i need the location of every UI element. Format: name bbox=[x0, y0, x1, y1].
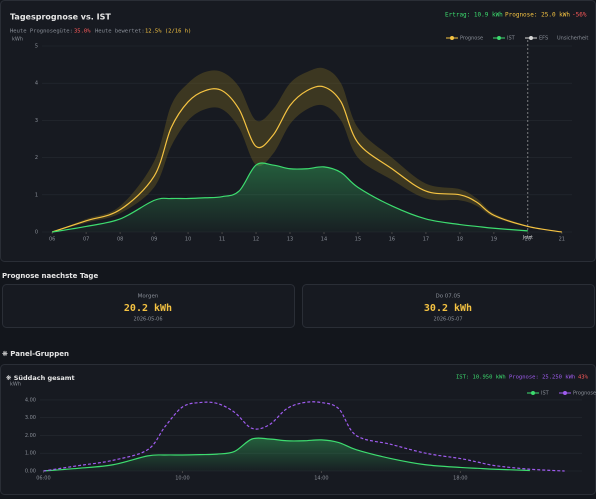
legend-label: Prognose bbox=[573, 391, 596, 397]
uncertainty-band bbox=[52, 67, 562, 232]
y-tick-label: 3.00 bbox=[25, 415, 36, 421]
series-line bbox=[52, 162, 528, 233]
legend-label: IST bbox=[507, 36, 516, 42]
x-tick-label: 11 bbox=[219, 237, 225, 243]
x-tick-label: 13 bbox=[287, 237, 293, 243]
y-tick-label: 1.00 bbox=[25, 451, 36, 457]
x-tick-label: 08 bbox=[117, 237, 123, 243]
ertrag: Ertrag: 10.9 kWh bbox=[445, 12, 503, 19]
delta: -56% bbox=[572, 12, 587, 19]
x-tick-label: 06:00 bbox=[36, 476, 50, 482]
x-tick-label: 16 bbox=[389, 237, 395, 243]
legend-dot bbox=[497, 36, 501, 40]
group-ist: IST: 10.950 kWh bbox=[456, 375, 506, 381]
y-axis-label: kWh bbox=[12, 37, 23, 43]
day-card bbox=[302, 284, 595, 328]
x-tick-label: 10:00 bbox=[175, 476, 189, 482]
legend-dot bbox=[529, 36, 533, 40]
y-tick-label: 2.00 bbox=[25, 433, 36, 439]
y-axis-label: kWh bbox=[10, 382, 21, 388]
x-tick-label: 06 bbox=[49, 237, 55, 243]
x-tick-label: 15 bbox=[355, 237, 361, 243]
y-tick-label: 1 bbox=[35, 192, 38, 198]
quality-label: Heute Prognosegüte: bbox=[10, 29, 73, 35]
y-tick-label: 4.00 bbox=[25, 397, 36, 403]
area bbox=[52, 162, 528, 232]
y-tick-label: 2 bbox=[35, 155, 38, 161]
x-tick-label: 21 bbox=[559, 237, 565, 243]
legend-dot bbox=[531, 391, 535, 395]
x-tick-label: 18 bbox=[457, 237, 463, 243]
now-label: Jetzt bbox=[522, 235, 533, 241]
rated-label: Heute bewertet: bbox=[95, 29, 145, 35]
next-days-title: Prognose naechste Tage bbox=[2, 272, 98, 280]
legend-label: IST bbox=[541, 391, 550, 397]
day-label: Do 07.05 bbox=[435, 294, 461, 300]
group-ratio: 43% bbox=[578, 375, 589, 381]
legend-dot bbox=[563, 391, 567, 395]
group-title: ❋ Süddach gesamt bbox=[6, 374, 75, 382]
rated-value: 12.5% (2/16 h) bbox=[145, 29, 191, 35]
x-tick-label: 20 bbox=[525, 237, 531, 243]
x-tick-label: 07 bbox=[83, 237, 89, 243]
quality-value: 35.0% bbox=[74, 29, 91, 35]
legend-label: EFS bbox=[539, 36, 548, 42]
x-tick-label: 17 bbox=[423, 237, 429, 243]
day-date: 2026-05-07 bbox=[433, 317, 462, 323]
y-tick-label: 3 bbox=[35, 118, 38, 124]
group-card bbox=[0, 364, 596, 495]
x-tick-label: 12 bbox=[253, 237, 259, 243]
day-date: 2026-05-06 bbox=[133, 317, 162, 323]
forecast-title: Tagesprognose vs. IST bbox=[10, 13, 111, 22]
day-value: 30.2 kWh bbox=[424, 303, 472, 314]
y-tick-label: 5 bbox=[35, 44, 38, 50]
day-value: 20.2 kWh bbox=[124, 303, 172, 314]
x-tick-label: 14 bbox=[321, 237, 327, 243]
y-tick-label: 0 bbox=[35, 230, 38, 236]
y-tick-label: 4 bbox=[35, 81, 38, 87]
y-tick-label: 0.00 bbox=[25, 469, 36, 475]
series-line bbox=[43, 437, 530, 472]
x-tick-label: 09 bbox=[151, 237, 157, 243]
area bbox=[43, 438, 530, 471]
x-tick-label: 19 bbox=[491, 237, 497, 243]
legend-label: Prognose bbox=[460, 36, 483, 42]
group-prognose: Prognose: 25.250 kWh bbox=[509, 375, 575, 381]
x-tick-label: 10 bbox=[185, 237, 191, 243]
day-card bbox=[2, 284, 295, 328]
legend-label: Unsicherheit bbox=[557, 36, 588, 42]
day-label: Morgen bbox=[138, 294, 159, 300]
next-days-cards: Morgen 20.2 kWh 2026-05-06 Do 07.05 30.2 kWh… bbox=[2, 284, 595, 328]
legend-dot bbox=[450, 36, 454, 40]
x-tick-label: 18:00 bbox=[453, 476, 467, 482]
panel-groups-title: ❋ Panel-Gruppen bbox=[2, 350, 69, 358]
x-tick-label: 14:00 bbox=[314, 476, 328, 482]
series-line bbox=[43, 401, 565, 472]
prognose-total: Prognose: 25.0 kWh bbox=[505, 12, 570, 19]
series-line bbox=[52, 85, 562, 233]
